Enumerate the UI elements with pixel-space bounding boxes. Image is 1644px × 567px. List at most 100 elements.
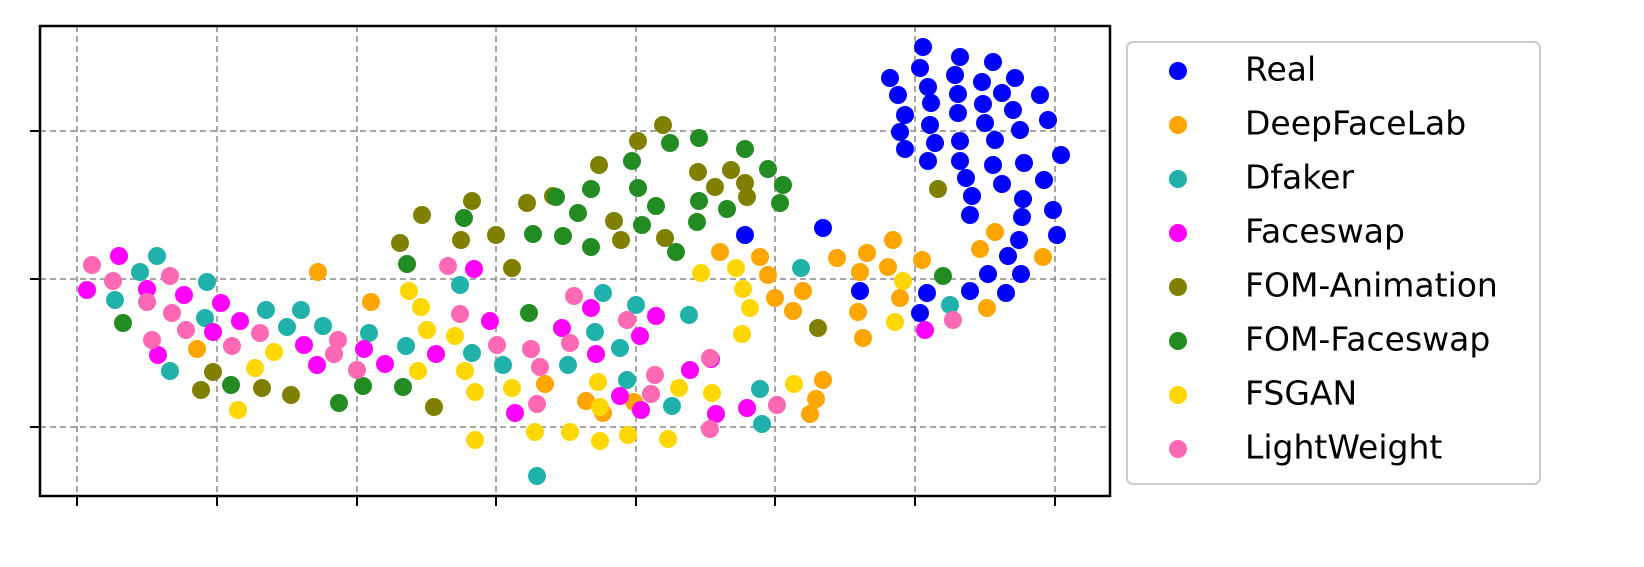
point xyxy=(619,426,637,444)
point xyxy=(582,238,600,256)
point xyxy=(689,163,707,181)
point xyxy=(354,377,372,395)
point xyxy=(974,95,992,113)
point xyxy=(736,140,754,158)
point xyxy=(161,267,179,285)
point xyxy=(801,405,819,423)
point xyxy=(309,263,327,281)
point xyxy=(110,247,128,265)
point xyxy=(506,404,524,422)
point xyxy=(718,200,736,218)
point xyxy=(138,293,156,311)
point xyxy=(586,323,604,341)
point xyxy=(589,373,607,391)
point xyxy=(623,152,641,170)
point xyxy=(913,251,931,269)
point xyxy=(528,467,546,485)
point xyxy=(929,180,947,198)
point xyxy=(692,264,710,282)
point xyxy=(961,206,979,224)
point xyxy=(951,152,969,170)
point xyxy=(282,386,300,404)
point xyxy=(711,243,729,261)
legend-marker xyxy=(1169,116,1187,134)
point xyxy=(766,289,784,307)
point xyxy=(759,266,777,284)
legend-label: Dfaker xyxy=(1245,158,1354,197)
point xyxy=(784,302,802,320)
point xyxy=(175,286,193,304)
point xyxy=(741,299,759,317)
point xyxy=(526,423,544,441)
point xyxy=(733,325,751,343)
point xyxy=(412,298,430,316)
legend-marker xyxy=(1169,278,1187,296)
point xyxy=(738,188,756,206)
point xyxy=(569,204,587,222)
point xyxy=(963,187,981,205)
point xyxy=(295,336,313,354)
point xyxy=(997,284,1015,302)
point xyxy=(771,194,789,212)
point xyxy=(633,216,651,234)
point xyxy=(398,255,416,273)
point xyxy=(265,343,283,361)
point xyxy=(916,321,934,339)
point xyxy=(849,303,867,321)
legend-marker xyxy=(1169,62,1187,80)
point xyxy=(753,415,771,433)
point xyxy=(104,272,122,290)
point xyxy=(949,85,967,103)
legend-box xyxy=(1126,41,1541,485)
point xyxy=(809,319,827,337)
point xyxy=(934,267,952,285)
point xyxy=(503,379,521,397)
point xyxy=(503,259,521,277)
point xyxy=(922,94,940,112)
point xyxy=(701,420,719,438)
point xyxy=(768,396,786,414)
point xyxy=(253,379,271,397)
point xyxy=(409,362,427,380)
legend-label: DeepFaceLab xyxy=(1245,104,1466,143)
point xyxy=(591,398,609,416)
point xyxy=(1048,226,1066,244)
point xyxy=(355,340,373,358)
legend-marker xyxy=(1169,440,1187,458)
point xyxy=(1010,231,1028,249)
point xyxy=(858,244,876,262)
point xyxy=(330,394,348,412)
point xyxy=(949,104,967,122)
point xyxy=(690,192,708,210)
point xyxy=(251,324,269,342)
point xyxy=(851,282,869,300)
point xyxy=(727,259,745,277)
point xyxy=(1012,265,1030,283)
point xyxy=(1039,111,1057,129)
point xyxy=(659,430,677,448)
point xyxy=(759,160,777,178)
point xyxy=(889,86,907,104)
point xyxy=(688,213,706,231)
point xyxy=(611,387,629,405)
point xyxy=(891,289,909,307)
point xyxy=(941,296,959,314)
point xyxy=(466,431,484,449)
point xyxy=(627,296,645,314)
point xyxy=(466,383,484,401)
point xyxy=(794,282,812,300)
point xyxy=(654,116,672,134)
point xyxy=(278,318,296,336)
point xyxy=(911,59,929,77)
legend-marker xyxy=(1169,170,1187,188)
point xyxy=(292,301,310,319)
point xyxy=(807,390,825,408)
point xyxy=(670,379,688,397)
plot-frame xyxy=(38,24,1112,498)
point xyxy=(1034,248,1052,266)
point xyxy=(1031,86,1049,104)
point xyxy=(680,306,698,324)
point xyxy=(1015,154,1033,172)
point xyxy=(463,344,481,362)
point xyxy=(814,219,832,237)
